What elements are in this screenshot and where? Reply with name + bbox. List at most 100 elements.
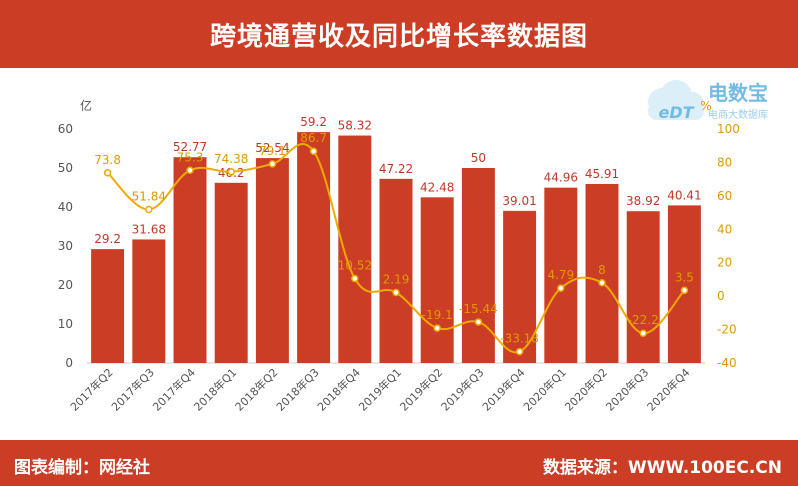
y-right-tick-label: 20 <box>717 256 732 270</box>
y-left-tick-label: 60 <box>58 122 73 136</box>
y-right-tick-label: 60 <box>717 189 732 203</box>
bar-value-label: 40.41 <box>667 188 701 202</box>
bar-value-label: 52.54 <box>255 141 289 155</box>
line-value-label: 3.5 <box>675 270 694 284</box>
line-value-label: 79.1 <box>259 144 286 158</box>
y-left-tick-label: 40 <box>58 200 73 214</box>
y-left-tick-label: 20 <box>58 278 73 292</box>
line-value-label: 8 <box>598 263 606 277</box>
footer-banner: 图表编制：网经社 数据来源：WWW.100EC.CN <box>0 440 798 486</box>
y-left-tick-label: 10 <box>58 317 73 331</box>
bar <box>626 211 660 363</box>
bar-value-label: 42.48 <box>420 180 454 194</box>
line-point <box>680 286 689 295</box>
x-tick-label: 2020年Q1 <box>520 365 569 414</box>
line-value-label: 2.19 <box>383 272 410 286</box>
bar <box>420 197 454 363</box>
x-tick-label: 2020年Q3 <box>603 365 652 414</box>
y-axis-right-label: % <box>700 99 711 113</box>
line-series: 73.8 51.84 75.3 74.38 79.1 86.7 10.52 2.19 -19.1… <box>94 131 694 356</box>
x-tick-label: 2018年Q2 <box>232 365 281 414</box>
bar <box>297 132 331 363</box>
x-tick-label: 2017年Q4 <box>150 365 199 414</box>
bar-value-label: 31.68 <box>132 222 166 236</box>
bar-value-label: 45.91 <box>585 167 619 181</box>
bar <box>255 158 289 363</box>
line-point <box>103 169 112 177</box>
bar-value-label: 50 <box>471 151 486 165</box>
header-banner: 跨境通营收及同比增长率数据图 <box>0 0 798 68</box>
line-value-label: -15.44 <box>459 302 498 316</box>
line-point <box>433 324 441 332</box>
chart-title: 跨境通营收及同比增长率数据图 <box>209 21 588 52</box>
bar-value-label: 44.96 <box>544 171 578 185</box>
line-point <box>186 166 194 175</box>
y-axis-right: -40 -20 0 20 40 60 80 100 <box>717 122 740 370</box>
x-tick-label: 2019年Q1 <box>356 365 405 414</box>
bar-value-label: 47.22 <box>379 162 413 176</box>
line-point <box>639 329 647 337</box>
line-point <box>145 205 153 214</box>
x-tick-label: 2020年Q4 <box>644 365 693 414</box>
line-point <box>227 168 235 176</box>
line-value-label: 86.7 <box>300 131 327 145</box>
line-value-label: -19.1 <box>422 308 453 322</box>
y-axis-left-label: 亿 <box>80 98 92 113</box>
bar-value-label: 52.77 <box>173 140 207 154</box>
y-right-tick-label: 100 <box>717 122 740 136</box>
line-value-label: 73.8 <box>94 153 121 167</box>
x-tick-label: 2018年Q1 <box>191 365 240 414</box>
bar <box>667 205 701 363</box>
bar-value-label: 29.2 <box>94 232 121 246</box>
line-point <box>598 279 606 287</box>
y-left-tick-label: 0 <box>65 356 73 370</box>
footer-source: 数据来源：WWW.100EC.CN <box>542 458 782 478</box>
line-value-label: -33.18 <box>500 332 539 346</box>
bar <box>173 157 207 363</box>
y-left-tick-label: 30 <box>58 239 73 253</box>
x-tick-label: 2017年Q3 <box>108 365 157 414</box>
bar-value-label: 59.2 <box>300 115 327 129</box>
watermark-brand: 电数宝 <box>708 81 768 105</box>
bar <box>379 178 413 363</box>
bar <box>461 168 495 363</box>
watermark-logo-text: eDT <box>658 103 694 122</box>
watermark-tagline: 电商大数据库 <box>708 108 768 121</box>
line-value-label: 51.84 <box>132 189 166 203</box>
bar <box>585 183 619 363</box>
line-point <box>515 347 524 356</box>
y-right-tick-label: -20 <box>717 323 737 337</box>
line-point <box>474 318 483 326</box>
bar <box>91 249 125 363</box>
x-tick-label: 2018年Q4 <box>314 365 363 414</box>
x-tick-label: 2020年Q2 <box>562 365 611 414</box>
line-value-label: 74.38 <box>214 152 248 166</box>
bar <box>132 239 166 363</box>
watermark-logo: eDT 电数宝 电商大数据库 <box>648 80 768 122</box>
footer-credit: 图表编制：网经社 <box>14 458 150 478</box>
x-tick-label: 2019年Q3 <box>438 365 487 414</box>
bar <box>544 187 578 363</box>
line-point <box>557 284 565 292</box>
bar-value-label: 38.92 <box>626 194 660 208</box>
line-value-label: 75.3 <box>177 150 204 164</box>
x-tick-label: 2018年Q3 <box>273 365 322 414</box>
x-tick-label: 2019年Q2 <box>397 365 446 414</box>
x-axis: 2017年Q22017年Q32017年Q42018年Q12018年Q22018年… <box>67 365 692 414</box>
line-point <box>392 288 400 297</box>
line-point <box>268 160 277 168</box>
bar <box>214 182 248 363</box>
line-value-label: -22.2 <box>628 313 659 327</box>
line-point <box>309 147 318 155</box>
bar-value-label: 39.01 <box>502 194 536 208</box>
y-right-tick-label: -40 <box>717 356 737 370</box>
x-tick-label: 2019年Q4 <box>479 365 528 414</box>
x-tick-label: 2017年Q2 <box>67 365 116 414</box>
y-right-tick-label: 40 <box>717 222 732 236</box>
y-right-tick-label: 80 <box>717 155 732 169</box>
line-point <box>351 274 359 283</box>
y-right-tick-label: 0 <box>717 289 725 303</box>
bar <box>503 210 537 363</box>
y-left-tick-label: 50 <box>58 161 73 175</box>
line-value-label: 4.79 <box>547 268 574 282</box>
